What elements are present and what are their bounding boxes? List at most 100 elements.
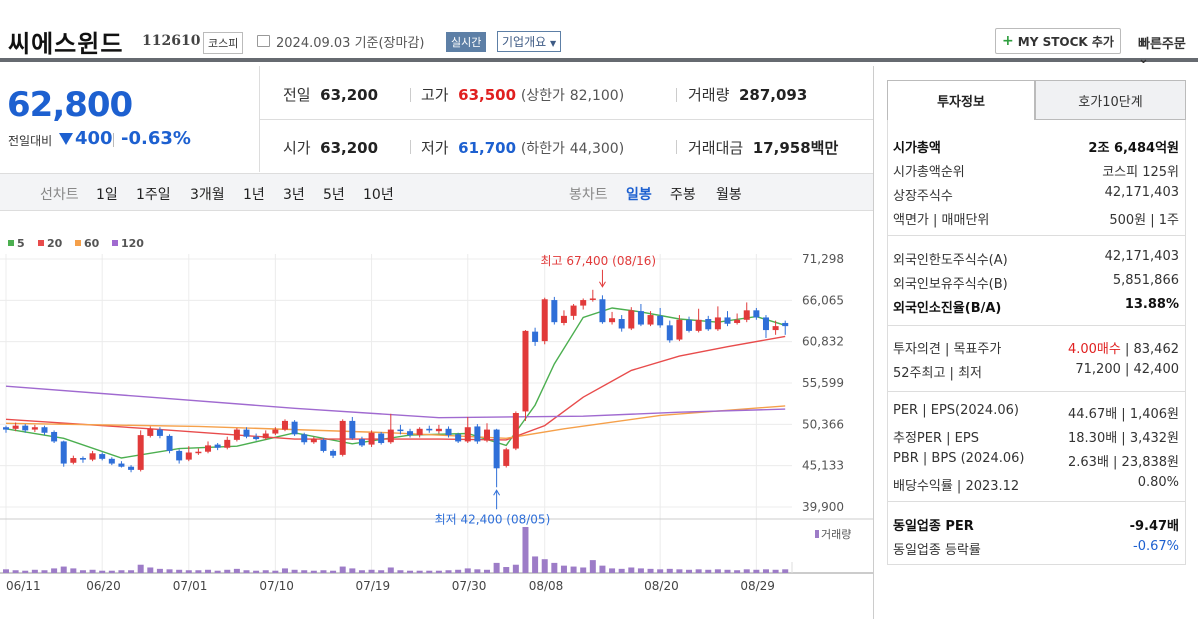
info-label: 투자의견 | 목표주가 (893, 342, 1002, 357)
volume-bar (281, 568, 288, 573)
legend-label-60: 60 (84, 237, 100, 250)
volume-bar (243, 570, 250, 573)
low-value: 61,700 (458, 139, 517, 157)
low-annotation: 최저 42,400 (08/05) (435, 512, 551, 526)
candle-body (79, 458, 86, 460)
volume-bar (580, 567, 587, 573)
company-overview-button[interactable]: 기업개요 ▼ (497, 31, 562, 52)
candle-body (70, 458, 77, 463)
candle-body (166, 435, 173, 451)
info-label: 52주최고 | 최저 (893, 366, 982, 381)
candle-body (176, 450, 183, 461)
candle-body (368, 432, 375, 445)
volume-bar (570, 566, 577, 573)
x-tick-label: 07/01 (173, 579, 208, 593)
volume-bar (301, 570, 308, 573)
divider (260, 119, 873, 120)
volume-label: 거래량 (688, 86, 730, 104)
volume-bar (262, 570, 269, 573)
volume-bar (589, 560, 596, 573)
info-label: PER | EPS(2024.06) (893, 403, 1019, 418)
candlestick-chart[interactable]: 5 20 60 120 71,298 66,065 60,832 55,599 50,366 45… (0, 212, 873, 619)
lower-limit-value: 44,300) (569, 141, 625, 157)
info-value: 코스피 125위 (1102, 165, 1179, 180)
info-value: 13.88% (1124, 297, 1179, 312)
plus-icon: + (1002, 33, 1014, 49)
candle-body (118, 463, 125, 467)
volume-legend-label: 거래량 (821, 528, 851, 541)
volume-bar (503, 567, 510, 573)
info-label: 시가총액순위 (893, 165, 965, 180)
info-label: PBR | BPS (2024.06) (893, 451, 1025, 466)
info-value: 18.30배 | 3,432원 (1068, 431, 1179, 446)
tab-orderbook[interactable]: 호가10단계 (1035, 80, 1186, 120)
candle-body (349, 420, 356, 439)
volume-bar (762, 569, 769, 573)
candle-body (233, 429, 240, 440)
candle-body (484, 429, 490, 441)
info-value: 2조 6,484억원 (1088, 141, 1179, 156)
divider (888, 391, 1185, 392)
stock-code: 112610 (142, 33, 201, 49)
info-label: 추정PER | EPS (893, 431, 979, 446)
info-label: 외국인소진율(B/A) (893, 301, 1002, 316)
period-1w[interactable]: 1주일 (136, 187, 171, 203)
volume-bar (12, 570, 19, 573)
volume-bar (214, 570, 221, 573)
volume-bar (291, 569, 298, 573)
monthly-candle-tab[interactable]: 월봉 (716, 187, 742, 203)
info-value: -0.67% (1133, 539, 1179, 554)
candle-body (637, 311, 644, 325)
quick-order-button[interactable]: 빠른주문 ⌄ (1138, 33, 1198, 67)
volume-bar (474, 569, 481, 573)
x-tick-label: 08/08 (529, 579, 564, 593)
change-label: 전일대비 (8, 134, 53, 148)
header-bar (0, 0, 1198, 62)
period-3m[interactable]: 3개월 (190, 187, 225, 203)
line-chart-button[interactable]: 선차트 (40, 187, 79, 203)
volume-bar (628, 567, 635, 573)
tab-invest-info[interactable]: 투자정보 (887, 80, 1035, 120)
info-value: 0.80% (1137, 475, 1179, 490)
period-5y[interactable]: 5년 (323, 187, 345, 203)
opinion-value: 4.00매수 (1067, 342, 1121, 357)
volume-bar (695, 569, 702, 573)
candle-body (724, 317, 731, 324)
volume-bar (743, 569, 750, 573)
candle-body (455, 434, 462, 442)
volume-value: 287,093 (738, 86, 808, 104)
invest-info-panel (887, 120, 1186, 565)
candle-body (628, 310, 635, 329)
volume-bar (541, 559, 548, 573)
realtime-button[interactable]: 실시간 (446, 32, 487, 52)
candle-body (772, 326, 779, 331)
legend-swatch-120 (112, 240, 118, 246)
period-1d[interactable]: 1일 (96, 187, 118, 203)
candle-body (782, 322, 789, 327)
period-3y[interactable]: 3년 (283, 187, 305, 203)
candle-body (108, 458, 115, 464)
candle-body (676, 319, 683, 340)
period-1y[interactable]: 1년 (243, 187, 265, 203)
volume-bar (99, 570, 106, 573)
down-triangle-icon (59, 133, 73, 145)
candle-chart-button[interactable]: 봉차트 (569, 187, 608, 203)
info-value: 71,200 | 42,400 (1075, 362, 1179, 377)
high-arrow-head (599, 281, 606, 288)
candle-body (560, 315, 567, 323)
daily-candle-tab[interactable]: 일봉 (626, 187, 652, 203)
divider (888, 235, 1185, 236)
candle-body (599, 299, 606, 323)
target-price: | 83,462 (1120, 342, 1179, 357)
y-tick-label: 50,366 (802, 417, 844, 431)
volume-bar (512, 564, 519, 573)
info-value: 42,171,403 (1104, 185, 1179, 200)
period-10y[interactable]: 10년 (363, 187, 394, 203)
candle-body (714, 317, 721, 330)
x-tick-label: 07/30 (452, 579, 487, 593)
divider (113, 133, 114, 147)
candle-body (358, 439, 365, 446)
volume-bar (108, 570, 115, 573)
weekly-candle-tab[interactable]: 주봉 (670, 187, 696, 203)
mystock-add-button[interactable]: + MY STOCK 추가 (995, 28, 1121, 54)
